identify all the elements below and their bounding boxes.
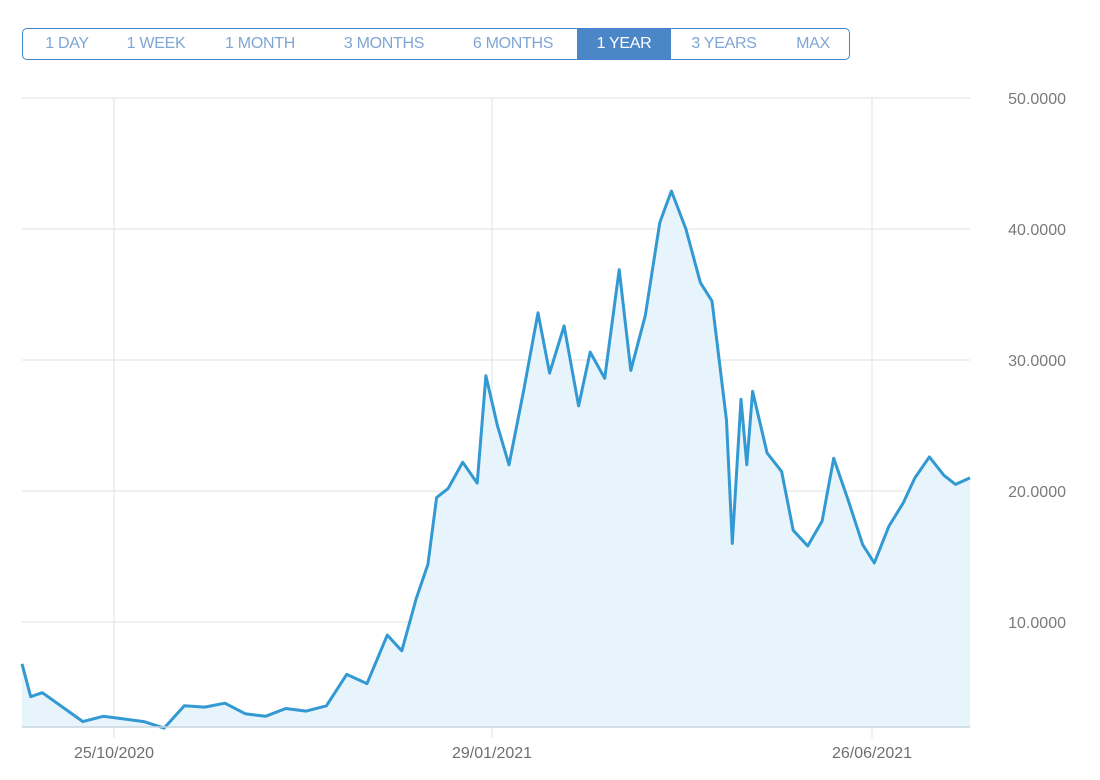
y-tick-label: 40.0000 <box>1008 222 1066 239</box>
range-button-3-years[interactable]: 3 YEARS <box>691 35 757 52</box>
x-tick-label: 29/01/2021 <box>452 745 532 762</box>
y-tick-label: 10.0000 <box>1008 615 1066 632</box>
area-fill <box>22 191 970 729</box>
x-tick-label: 25/10/2020 <box>74 745 154 762</box>
range-button-3-months[interactable]: 3 MONTHS <box>343 35 425 52</box>
y-axis-labels: 10.0000 20.0000 30.0000 40.0000 50.0000 <box>1008 91 1066 632</box>
y-tick-label: 30.0000 <box>1008 353 1066 370</box>
range-button-6-months[interactable]: 6 MONTHS <box>472 35 554 52</box>
y-tick-label: 50.0000 <box>1008 91 1066 108</box>
price-line <box>20 189 971 730</box>
range-button-1-day[interactable]: 1 DAY <box>45 35 89 52</box>
y-tick-label: 20.0000 <box>1008 484 1066 501</box>
x-tick-label: 26/06/2021 <box>832 745 912 762</box>
range-button-max[interactable]: MAX <box>796 35 830 52</box>
range-selector: 1 DAY 1 WEEK 1 MONTH 3 MONTHS 6 MONTHS 1 YEAR… <box>22 28 850 60</box>
range-button-1-month[interactable]: 1 MONTH <box>225 35 295 52</box>
range-button-1-week[interactable]: 1 WEEK <box>126 35 186 52</box>
range-button-1-year[interactable]: 1 YEAR <box>577 29 671 59</box>
x-axis-labels: 25/10/2020 29/01/2021 26/06/2021 <box>74 745 912 762</box>
